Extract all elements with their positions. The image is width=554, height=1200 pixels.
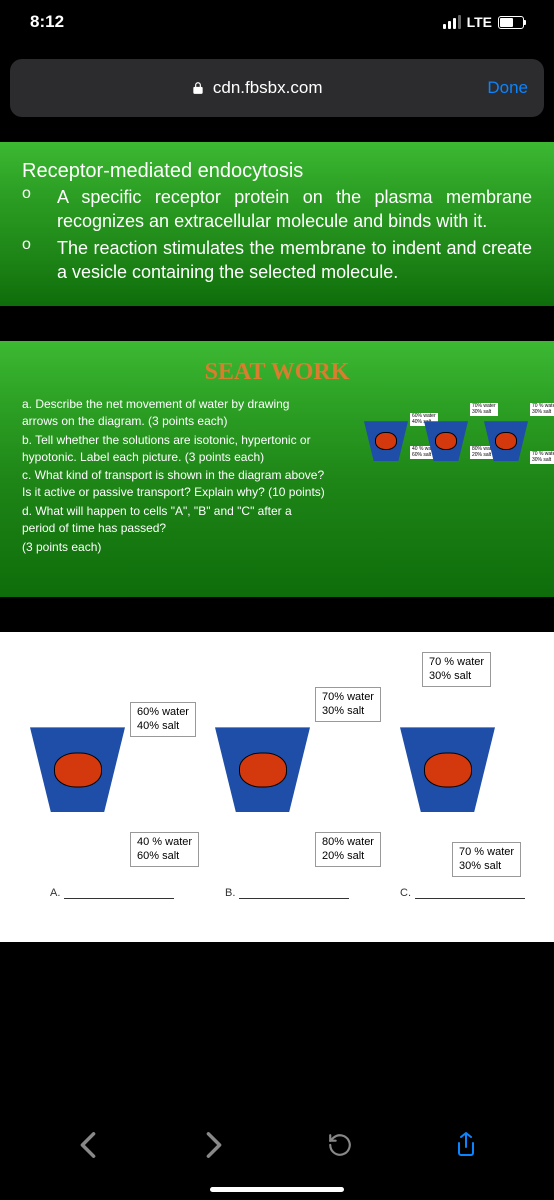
mini-diagram: 60% water40% salt 40 % water60% salt 70%…: [364, 396, 534, 486]
bullet-row: o The reaction stimulates the membrane t…: [22, 236, 532, 285]
letter-c: C.: [400, 887, 525, 899]
bullet-text: A specific receptor protein on the plasm…: [57, 185, 532, 234]
cell-a: [30, 727, 125, 812]
mini-cell-b: 70% water30% salt 80% water20% salt: [424, 421, 468, 461]
status-bar: 8:12 LTE: [0, 0, 554, 44]
diagram-section: 60% water40% salt 40 % water60% salt A. …: [0, 632, 554, 942]
mini-cell-c: 70 % water30% salt 70 % water30% salt: [484, 421, 528, 461]
chevron-left-icon: [78, 1131, 98, 1159]
lock-icon: [191, 81, 205, 95]
letter-a: A.: [50, 887, 174, 899]
share-icon: [454, 1131, 478, 1159]
question-c: c. What kind of transport is shown in th…: [22, 467, 328, 501]
question-b: b. Tell whether the solutions are isoton…: [22, 432, 328, 466]
question-d: d. What will happen to cells "A", "B" an…: [22, 503, 328, 537]
url-center[interactable]: cdn.fbsbx.com: [26, 78, 487, 98]
seatwork-section: SEAT WORK a. Describe the net movement o…: [0, 341, 554, 597]
label-b-bot: 80% water20% salt: [315, 832, 381, 866]
chevron-right-icon: [204, 1131, 224, 1159]
cell-b: [215, 727, 310, 812]
seatwork-title: SEAT WORK: [22, 359, 532, 386]
signal-icon: [443, 15, 461, 29]
bullet-text: The reaction stimulates the membrane to …: [57, 236, 532, 285]
endocytosis-section: Receptor-mediated endocytosis o A specif…: [0, 142, 554, 306]
cell-c: [400, 727, 495, 812]
reload-button[interactable]: [320, 1125, 360, 1165]
done-button[interactable]: Done: [487, 78, 528, 98]
label-a-top: 60% water40% salt: [130, 702, 196, 736]
section-title: Receptor-mediated endocytosis: [22, 160, 532, 183]
label-c-top: 70 % water30% salt: [422, 652, 491, 686]
forward-button[interactable]: [194, 1125, 234, 1165]
bullet-marker: o: [22, 236, 37, 285]
label-b-top: 70% water30% salt: [315, 687, 381, 721]
home-indicator[interactable]: [210, 1187, 344, 1192]
back-button[interactable]: [68, 1125, 108, 1165]
letter-b: B.: [225, 887, 349, 899]
mini-cell-a: 60% water40% salt 40 % water60% salt: [364, 421, 408, 461]
battery-icon: [498, 16, 524, 29]
label-c-bot: 70 % water30% salt: [452, 842, 521, 876]
question-e: (3 points each): [22, 539, 328, 556]
status-network: LTE: [467, 14, 492, 30]
label-a-bot: 40 % water60% salt: [130, 832, 199, 866]
reload-icon: [327, 1132, 353, 1158]
status-right: LTE: [443, 14, 524, 30]
mini-label: 70% water30% salt: [470, 403, 498, 416]
url-domain: cdn.fbsbx.com: [213, 78, 323, 98]
question-a: a. Describe the net movement of water by…: [22, 396, 328, 430]
mini-label: 70 % water30% salt: [530, 451, 554, 464]
questions: a. Describe the net movement of water by…: [22, 396, 328, 555]
bullet-row: o A specific receptor protein on the pla…: [22, 185, 532, 234]
url-bar: cdn.fbsbx.com Done: [10, 59, 544, 117]
mini-label: 70 % water30% salt: [530, 403, 554, 416]
content-viewer[interactable]: Receptor-mediated endocytosis o A specif…: [0, 132, 554, 1112]
share-button[interactable]: [446, 1125, 486, 1165]
bullet-marker: o: [22, 185, 37, 234]
status-time: 8:12: [30, 12, 64, 32]
